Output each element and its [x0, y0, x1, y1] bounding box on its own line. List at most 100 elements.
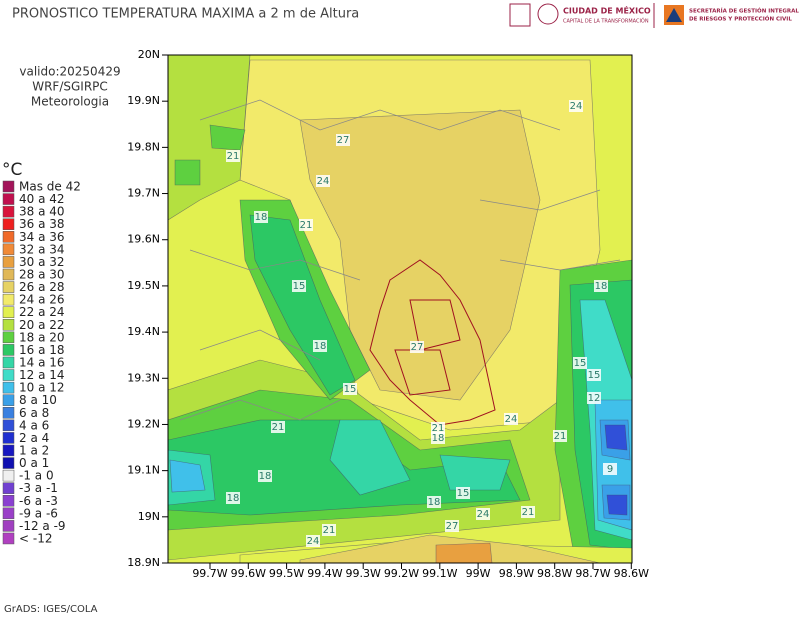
- lat-label: 19.7N: [127, 187, 160, 200]
- legend-label: 34 a 36: [19, 230, 65, 244]
- contour-label: 18: [259, 471, 272, 482]
- lat-label: 19.6N: [127, 233, 160, 246]
- legend-swatch: [2, 381, 15, 394]
- legend-swatch: [2, 482, 15, 494]
- contour-label-bg: [322, 524, 336, 536]
- legend-swatch: [2, 293, 15, 306]
- lat-label: 19.3N: [127, 371, 160, 384]
- legend-label: 38 a 40: [19, 205, 65, 219]
- lat-label: 19.1N: [127, 464, 160, 477]
- legend-label: 18 a 20: [19, 330, 65, 344]
- lon-label: 99.1W: [422, 567, 457, 580]
- logo-emblem: [666, 8, 682, 22]
- boundary: [394, 349, 451, 396]
- contour-label-bg: [569, 100, 583, 112]
- legend-swatch: [2, 180, 15, 193]
- temperature-field: [439, 454, 511, 491]
- logo-text: CAPITAL DE LA TRANSFORMACIÓN: [563, 18, 649, 25]
- legend-label: 6 a 8: [19, 406, 49, 420]
- legend-label: 24 a 26: [19, 293, 65, 307]
- contour-label: 9: [607, 464, 613, 475]
- contour-label-bg: [553, 430, 567, 442]
- contour-label: 24: [477, 509, 490, 520]
- legend-label: 22 a 24: [19, 305, 65, 319]
- lat-label: 19.8N: [127, 140, 160, 153]
- contour-label: 21: [272, 422, 285, 433]
- legend-swatch: [2, 256, 15, 268]
- legend-swatch: [2, 193, 15, 205]
- boundary: [189, 249, 361, 281]
- legend-swatch: [2, 444, 15, 457]
- contour-label: 24: [307, 536, 320, 547]
- legend-swatch: [2, 218, 15, 230]
- legend-swatch: [2, 495, 15, 507]
- temperature-field: [606, 494, 628, 516]
- contour-label: 18: [595, 281, 608, 292]
- temperature-field: [299, 109, 541, 401]
- contour-label-bg: [573, 357, 587, 369]
- contour-label-bg: [226, 492, 240, 504]
- lon-label: 99.7W: [192, 567, 227, 580]
- contour-label-bg: [336, 134, 350, 146]
- footer: GrADS: IGES/COLA: [4, 604, 98, 615]
- legend-swatch: [2, 532, 15, 545]
- logo-emblem: [537, 3, 559, 25]
- legend-swatch: [2, 243, 15, 256]
- logo-text: DE RIESGOS Y PROTECCIÓN CIVIL: [689, 16, 792, 23]
- lat-label: 18.9N: [127, 556, 160, 569]
- lat-label: 19N: [138, 510, 160, 523]
- legend-swatch: [2, 205, 15, 218]
- temperature-field: [329, 419, 411, 496]
- legend-swatch: [2, 268, 15, 281]
- contour-label-bg: [594, 280, 608, 292]
- legend-label: 0 a 1: [19, 456, 49, 470]
- contour-label: 15: [574, 358, 587, 369]
- boundary: [199, 329, 321, 361]
- contour-label: 24: [570, 101, 583, 112]
- legend-swatch: [2, 306, 15, 318]
- contour-label: 24: [505, 414, 518, 425]
- logo-emblem: [509, 3, 531, 27]
- lat-label: 20N: [138, 48, 160, 61]
- legend-swatch: [2, 507, 15, 520]
- legend-swatch: [2, 407, 15, 419]
- lon-label: 99.2W: [384, 567, 419, 580]
- contour-label: 12: [588, 393, 601, 404]
- legend-label: -12 a -9: [19, 519, 66, 533]
- lon-label: 98.8W: [537, 567, 572, 580]
- info-line: WRF/SGIRPC: [32, 80, 108, 94]
- boundary: [479, 189, 601, 211]
- contour-label-bg: [521, 506, 535, 518]
- legend-label: 32 a 34: [19, 242, 65, 256]
- lon-label: 99.4W: [307, 567, 342, 580]
- contour-label: 18: [432, 433, 445, 444]
- contour-label-bg: [504, 413, 518, 425]
- lon-label: 99.5W: [269, 567, 304, 580]
- boundary: [179, 399, 341, 421]
- contour-label: 15: [457, 488, 470, 499]
- contour-label: 27: [411, 342, 424, 353]
- legend-label: 10 a 12: [19, 381, 65, 395]
- lat-label: 19.2N: [127, 417, 160, 430]
- contour-label-bg: [316, 175, 330, 187]
- contour-label-bg: [306, 535, 320, 547]
- lat-label: 19.5N: [127, 279, 160, 292]
- contour-label-bg: [603, 463, 617, 475]
- temperature-field: [604, 424, 628, 451]
- legend-label: -6 a -3: [19, 494, 58, 508]
- contour-label-bg: [456, 487, 470, 499]
- legend-swatch: [2, 281, 15, 293]
- lon-label: 98.7W: [575, 567, 610, 580]
- lon-label: 99.6W: [231, 567, 266, 580]
- contour-label: 21: [300, 220, 313, 231]
- lat-label: 19.9N: [127, 94, 160, 107]
- legend-label: -9 a -6: [19, 506, 58, 520]
- contour-label-bg: [431, 432, 445, 444]
- legend-label: 14 a 16: [19, 355, 65, 369]
- title: PRONOSTICO TEMPERATURA MAXIMA a 2 m de A…: [12, 7, 359, 22]
- contour-label: 21: [227, 151, 240, 162]
- contour-label-bg: [271, 421, 285, 433]
